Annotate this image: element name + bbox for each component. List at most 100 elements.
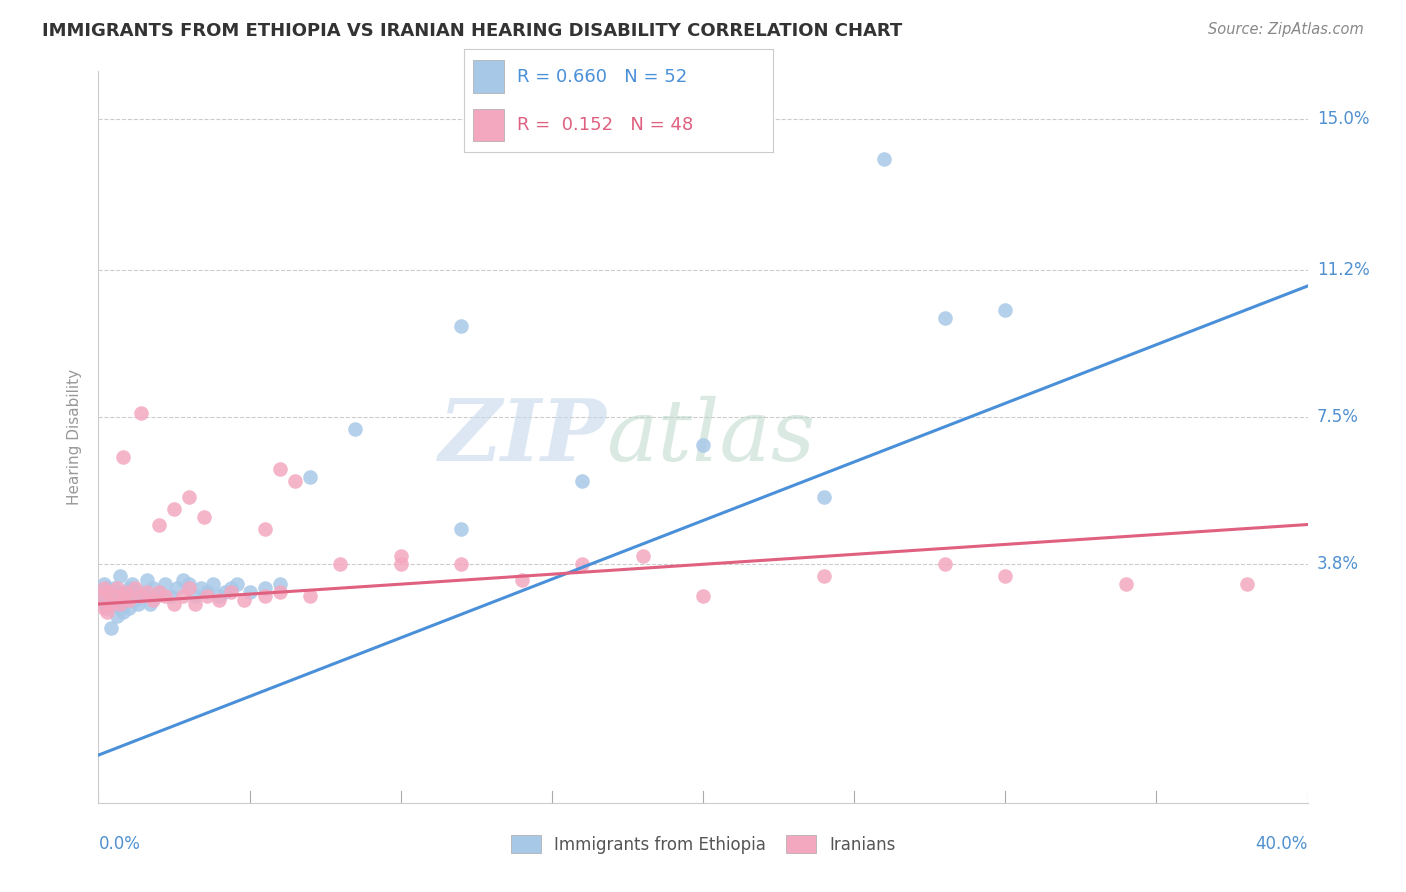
- Point: [108, 601, 131, 615]
- Point: [450, 318, 472, 333]
- Point: [114, 589, 136, 603]
- Text: 7.5%: 7.5%: [1316, 409, 1358, 426]
- Point: [96, 581, 118, 595]
- Point: [269, 462, 291, 476]
- Point: [108, 597, 131, 611]
- Text: atlas: atlas: [606, 396, 815, 478]
- Point: [269, 577, 291, 591]
- Point: [103, 597, 125, 611]
- Point: [253, 581, 276, 595]
- Point: [129, 585, 152, 599]
- Point: [148, 517, 170, 532]
- Point: [571, 558, 593, 572]
- Point: [148, 585, 170, 599]
- Point: [142, 593, 165, 607]
- Text: Source: ZipAtlas.com: Source: ZipAtlas.com: [1208, 22, 1364, 37]
- Point: [90, 589, 112, 603]
- Point: [124, 581, 146, 595]
- Point: [934, 310, 956, 325]
- Point: [994, 302, 1017, 317]
- Point: [692, 438, 714, 452]
- Text: R = 0.660   N = 52: R = 0.660 N = 52: [516, 68, 686, 86]
- Bar: [474, 109, 505, 141]
- Point: [450, 558, 472, 572]
- Point: [226, 577, 249, 591]
- Point: [193, 509, 215, 524]
- Point: [450, 521, 472, 535]
- Point: [153, 589, 176, 603]
- Point: [172, 573, 194, 587]
- Point: [389, 549, 412, 564]
- Point: [103, 589, 125, 603]
- Text: 3.8%: 3.8%: [1316, 556, 1358, 574]
- Point: [214, 585, 236, 599]
- Point: [179, 581, 201, 595]
- Point: [118, 593, 141, 607]
- Text: 11.2%: 11.2%: [1316, 261, 1369, 279]
- Point: [148, 585, 170, 599]
- Point: [96, 601, 118, 615]
- Point: [190, 581, 212, 595]
- Point: [93, 581, 115, 595]
- Point: [111, 593, 134, 607]
- Point: [111, 605, 134, 619]
- Point: [208, 589, 231, 603]
- Point: [142, 581, 165, 595]
- Point: [111, 589, 134, 603]
- Point: [132, 589, 155, 603]
- Point: [179, 490, 201, 504]
- Point: [179, 577, 201, 591]
- Point: [103, 581, 125, 595]
- Point: [195, 589, 218, 603]
- Point: [160, 589, 183, 603]
- Point: [93, 597, 115, 611]
- Y-axis label: Hearing Disability: Hearing Disability: [67, 369, 83, 505]
- Text: 15.0%: 15.0%: [1316, 110, 1369, 128]
- Point: [166, 581, 188, 595]
- Point: [153, 577, 176, 591]
- Point: [121, 577, 143, 591]
- Point: [145, 589, 167, 603]
- Text: 40.0%: 40.0%: [1256, 835, 1308, 853]
- Point: [269, 585, 291, 599]
- Point: [105, 581, 128, 595]
- Point: [163, 501, 186, 516]
- Legend: Immigrants from Ethiopia, Iranians: Immigrants from Ethiopia, Iranians: [503, 829, 903, 860]
- Point: [284, 474, 307, 488]
- Point: [195, 585, 218, 599]
- Point: [1115, 577, 1137, 591]
- Point: [299, 589, 322, 603]
- Point: [934, 558, 956, 572]
- Text: ZIP: ZIP: [439, 395, 606, 479]
- Text: 0.0%: 0.0%: [98, 835, 141, 853]
- Point: [221, 581, 243, 595]
- Point: [129, 406, 152, 420]
- Point: [184, 597, 207, 611]
- Point: [631, 549, 654, 564]
- Point: [299, 470, 322, 484]
- Point: [253, 521, 276, 535]
- Point: [344, 422, 367, 436]
- Point: [129, 589, 152, 603]
- Point: [571, 474, 593, 488]
- Point: [96, 605, 118, 619]
- Point: [105, 609, 128, 624]
- Point: [127, 597, 149, 611]
- Text: R =  0.152   N = 48: R = 0.152 N = 48: [516, 116, 693, 134]
- Point: [163, 597, 186, 611]
- Point: [873, 152, 896, 166]
- Point: [118, 581, 141, 595]
- Point: [813, 490, 835, 504]
- Point: [93, 601, 115, 615]
- Point: [184, 589, 207, 603]
- Point: [124, 593, 146, 607]
- Point: [221, 585, 243, 599]
- Point: [135, 585, 157, 599]
- Point: [118, 601, 141, 615]
- Bar: [474, 61, 505, 93]
- Point: [100, 621, 122, 635]
- Point: [105, 585, 128, 599]
- Point: [232, 593, 254, 607]
- Point: [510, 573, 533, 587]
- Point: [111, 450, 134, 464]
